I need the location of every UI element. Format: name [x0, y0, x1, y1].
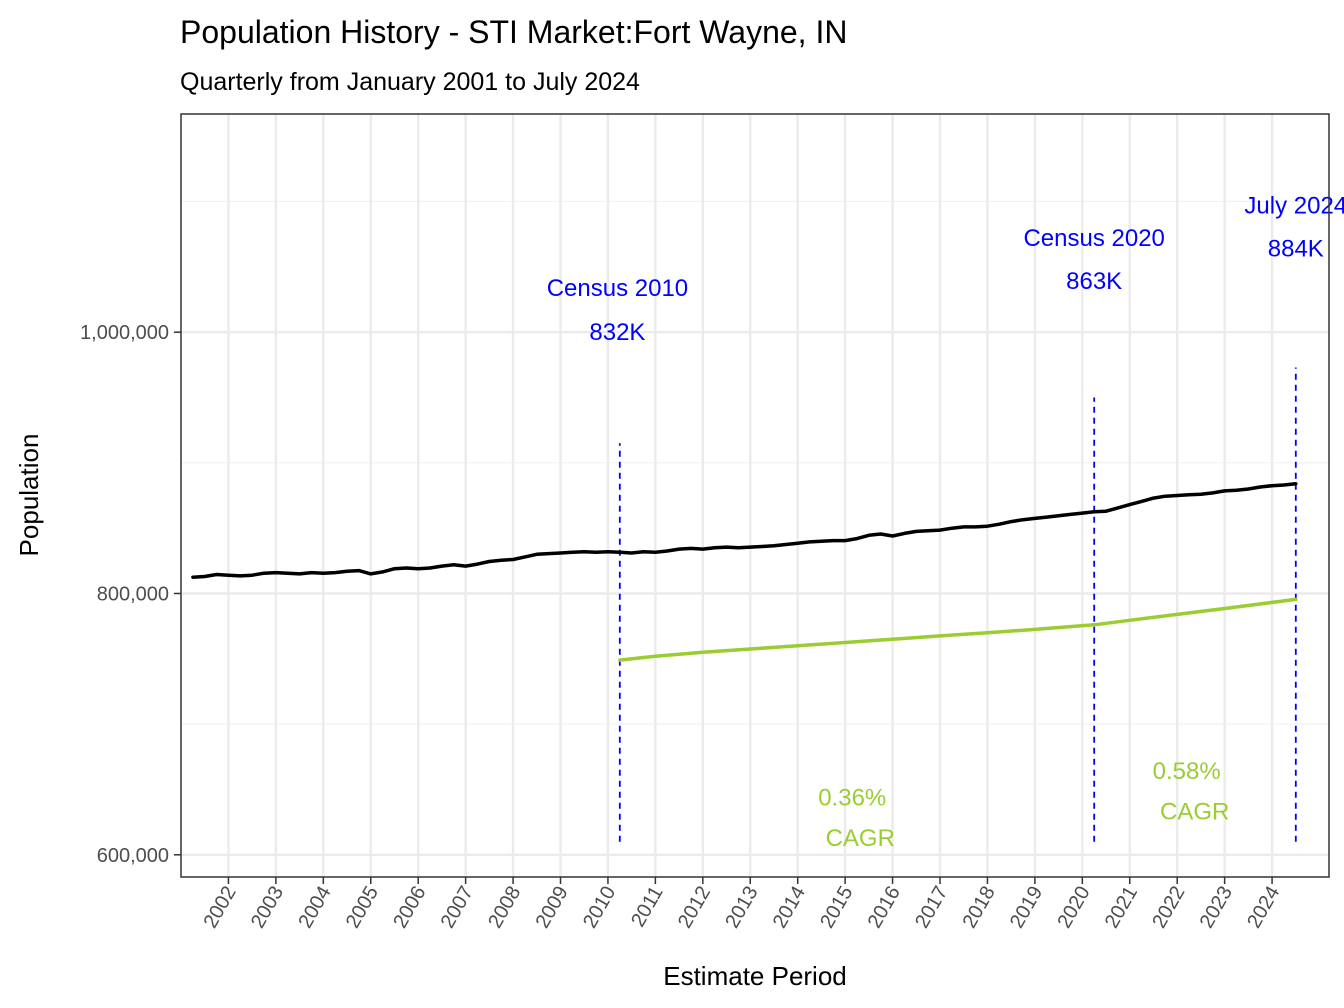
x-axis: 2002 2003 2004 2005 2006 2007 2008 2009 2010 2011… — [199, 877, 1284, 932]
annotation-label: July 2024 — [1244, 192, 1344, 219]
annotation-value: 832K — [589, 319, 645, 346]
reference-lines — [618, 367, 1297, 842]
annotation-label: 0.58% — [1153, 758, 1221, 785]
y-tick-label: 600,000 — [97, 845, 169, 867]
annotation-label: Census 2020 — [1023, 225, 1164, 252]
plot-panel-border — [180, 113, 1330, 878]
y-axis: 600,000 800,000 1,000,000 — [80, 322, 181, 867]
annotation-value: CAGR — [826, 825, 895, 852]
trend-line — [618, 597, 1298, 662]
grid-lines — [181, 114, 1329, 877]
annotation-value: CAGR — [1160, 799, 1229, 826]
annotation-label: 0.36% — [818, 784, 886, 811]
annotations: Census 2010 832K Census 2020 863K July 2024 8… — [547, 192, 1344, 851]
y-axis-title: Population — [14, 434, 44, 557]
annotation-label: Census 2010 — [547, 275, 688, 302]
x-axis-title: Estimate Period — [663, 961, 847, 991]
chart-subtitle: Quarterly from January 2001 to July 2024 — [180, 68, 640, 96]
y-tick-label: 1,000,000 — [80, 322, 169, 344]
chart-title: Population History - STI Market:Fort Way… — [180, 14, 847, 50]
annotation-value: 884K — [1268, 236, 1324, 263]
data-series — [191, 481, 1298, 662]
population-line — [191, 481, 1298, 579]
y-tick-label: 800,000 — [97, 583, 169, 605]
annotation-value: 863K — [1066, 268, 1122, 295]
